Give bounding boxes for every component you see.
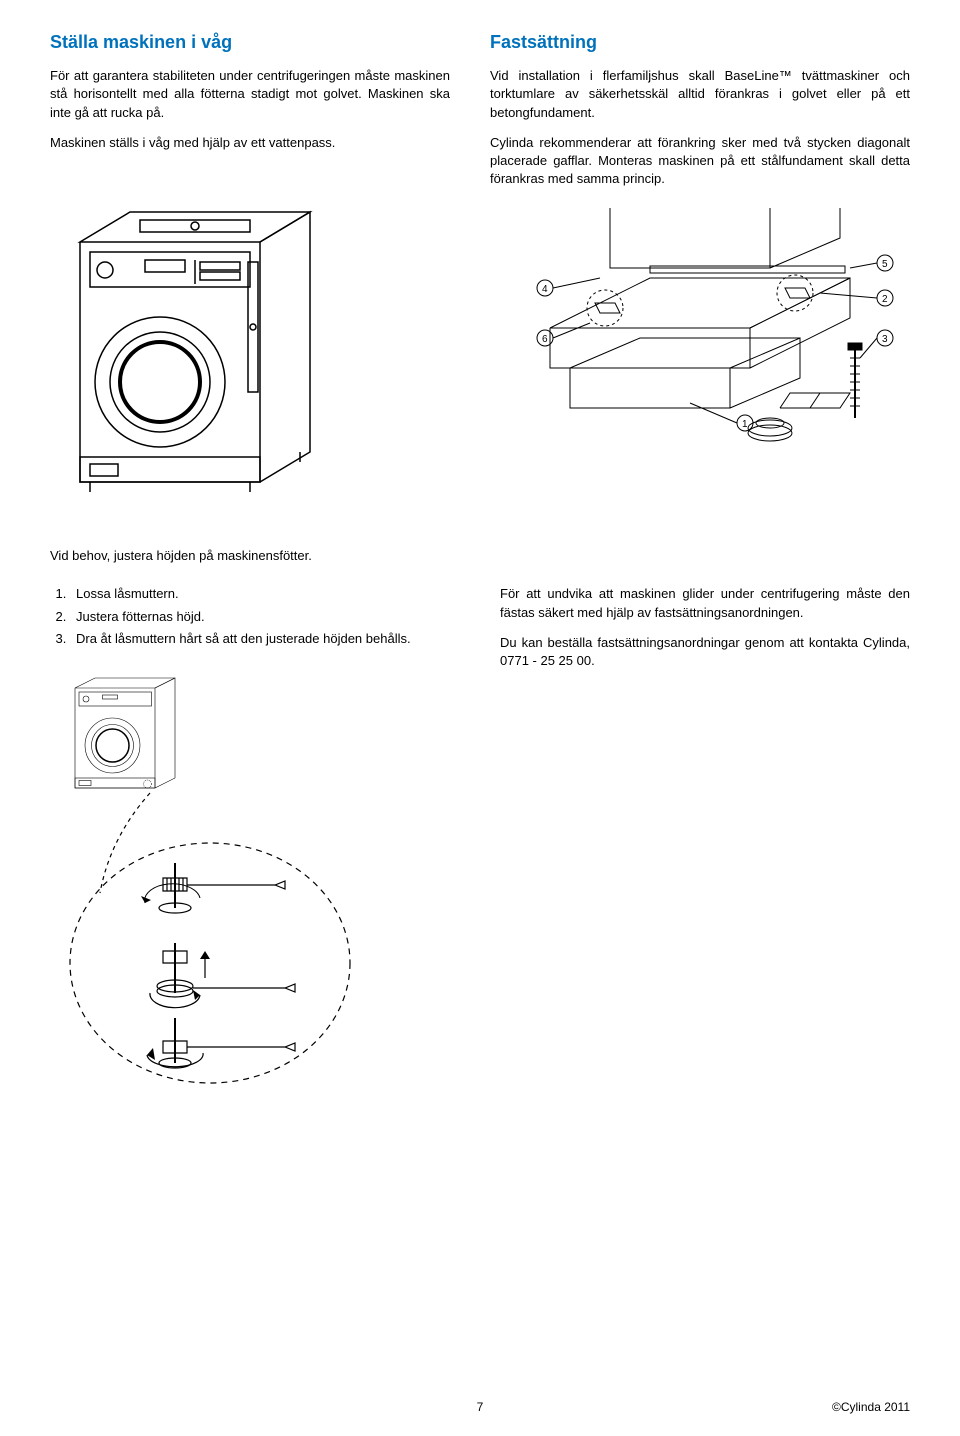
figure-machine-level — [50, 172, 450, 517]
svg-text:2: 2 — [882, 294, 888, 305]
para-fastening-1: Vid installation i flerfamiljshus skall … — [490, 67, 910, 122]
page-footer: 7 ©Cylinda 2011 — [0, 1399, 960, 1416]
adjust-steps-list: Lossa låsmuttern. Justera fötternas höjd… — [70, 585, 460, 648]
heading-leveling: Ställa maskinen i våg — [50, 30, 450, 55]
para-result-2: Du kan beställa fastsättningsanordningar… — [500, 634, 910, 670]
figure-anchoring-base: 4 6 5 2 3 1 — [490, 208, 910, 473]
para-fastening-2: Cylinda rekommenderar att förankring ske… — [490, 134, 910, 189]
list-item: Lossa låsmuttern. — [70, 585, 460, 603]
svg-text:6: 6 — [542, 334, 548, 345]
para-leveling-2: Maskinen ställs i våg med hjälp av ett v… — [50, 134, 450, 152]
para-result-1: För att undvika att maskinen glider unde… — [500, 585, 910, 621]
svg-text:3: 3 — [882, 334, 888, 345]
svg-text:1: 1 — [742, 419, 748, 430]
list-item: Dra åt låsmuttern hårt så att den juster… — [70, 630, 460, 648]
para-leveling-1: För att garantera stabiliteten under cen… — [50, 67, 450, 122]
page-number: 7 — [477, 1399, 484, 1416]
heading-fastening: Fastsättning — [490, 30, 910, 55]
svg-text:4: 4 — [542, 284, 548, 295]
copyright: ©Cylinda 2011 — [832, 1399, 910, 1416]
figure-foot-adjustment — [50, 668, 460, 1093]
para-adjust-intro: Vid behov, justera höjden på maskinensfö… — [50, 547, 910, 565]
svg-text:5: 5 — [882, 259, 888, 270]
list-item: Justera fötternas höjd. — [70, 608, 460, 626]
